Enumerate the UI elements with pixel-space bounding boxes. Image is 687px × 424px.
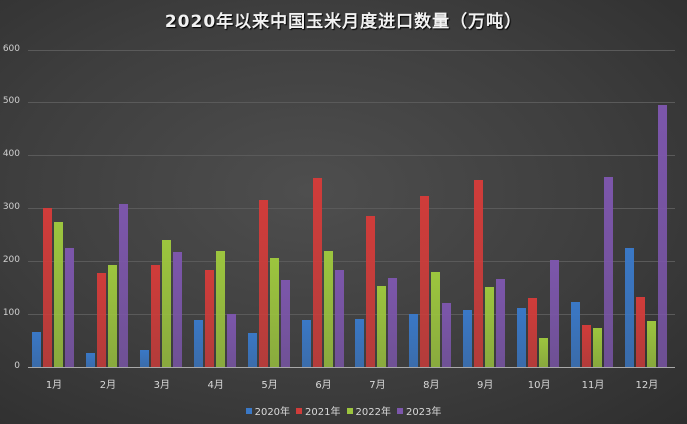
legend-item: 2021年 (296, 403, 341, 418)
bar (301, 320, 311, 367)
bar (377, 285, 387, 367)
bar (161, 240, 171, 367)
bar (150, 265, 160, 367)
bar (280, 279, 290, 367)
bar (442, 302, 452, 367)
bar (118, 204, 128, 367)
bar (463, 310, 473, 367)
legend-label: 2022年 (355, 407, 391, 418)
bar (32, 332, 41, 367)
x-tick-label: 11月 (581, 380, 605, 391)
x-tick-label: 10月 (527, 380, 551, 391)
legend-label: 2020年 (254, 407, 291, 418)
x-tick-label: 9月 (477, 380, 494, 391)
bar (485, 286, 495, 367)
bar (269, 257, 279, 367)
gridline (28, 314, 675, 315)
gridline (28, 155, 675, 156)
legend-item: 2023年 (396, 403, 442, 418)
y-tick-label: 400 (2, 149, 20, 160)
x-tick-label: 4月 (207, 380, 224, 391)
legend-label: 2023年 (405, 407, 442, 418)
bar (409, 313, 419, 367)
legend-swatch-icon (396, 407, 403, 414)
bar (657, 105, 667, 367)
bar (388, 278, 398, 367)
x-tick-label: 7月 (369, 380, 386, 391)
legend-item: 2020年 (245, 403, 291, 418)
gridline (28, 50, 675, 51)
bar (624, 248, 634, 367)
legend-item: 2022年 (346, 403, 391, 418)
bar (172, 251, 182, 367)
bar (215, 250, 225, 367)
y-tick-label: 0 (14, 361, 20, 371)
legend-swatch-icon (296, 407, 303, 414)
y-tick-label: 200 (2, 255, 20, 266)
bar (355, 319, 365, 367)
bar (85, 353, 95, 367)
bar (550, 259, 560, 367)
y-tick-label: 300 (2, 202, 20, 213)
bar (604, 177, 613, 367)
bar (517, 307, 527, 367)
y-tick-label: 500 (2, 96, 20, 107)
chart-legend: 2020年 2021年 2022年 2023年 (0, 403, 687, 418)
gridline (28, 261, 675, 262)
bar (107, 265, 117, 367)
x-tick-label: 12月 (635, 380, 659, 391)
bar (420, 195, 430, 367)
bar (334, 269, 344, 367)
bar (258, 199, 268, 367)
x-tick-label: 5月 (261, 380, 278, 391)
bar (54, 222, 63, 367)
bar (96, 273, 106, 367)
legend-swatch-icon (245, 407, 252, 414)
bar (226, 314, 236, 367)
y-tick-label: 600 (2, 43, 20, 54)
bar (247, 333, 257, 367)
bar (474, 179, 484, 367)
bar (582, 325, 591, 367)
bar (539, 337, 549, 367)
bar (593, 328, 602, 367)
bar (204, 269, 214, 367)
bar (312, 178, 322, 367)
x-axis-line (28, 367, 675, 368)
bar (139, 350, 149, 367)
bar (635, 296, 645, 367)
gridline (28, 102, 675, 103)
x-tick-label: 8月 (423, 380, 440, 391)
x-tick-label: 2月 (99, 380, 117, 391)
x-tick-label: 6月 (315, 380, 332, 391)
bar (366, 215, 376, 367)
bar (43, 208, 52, 367)
bar (571, 302, 580, 367)
chart-title: 2020年以来中国玉米月度进口数量（万吨） (164, 12, 523, 32)
bar (323, 250, 333, 367)
bar (496, 279, 506, 367)
gridline (28, 208, 675, 209)
legend-swatch-icon (346, 407, 353, 414)
legend-label: 2021年 (305, 407, 341, 418)
bar (193, 320, 203, 367)
bar (646, 320, 656, 367)
x-tick-label: 3月 (153, 380, 170, 391)
x-tick-label: 1月 (45, 380, 63, 391)
bar (431, 272, 441, 367)
bar (528, 298, 538, 367)
bar (65, 248, 74, 367)
y-tick-label: 100 (2, 308, 20, 319)
